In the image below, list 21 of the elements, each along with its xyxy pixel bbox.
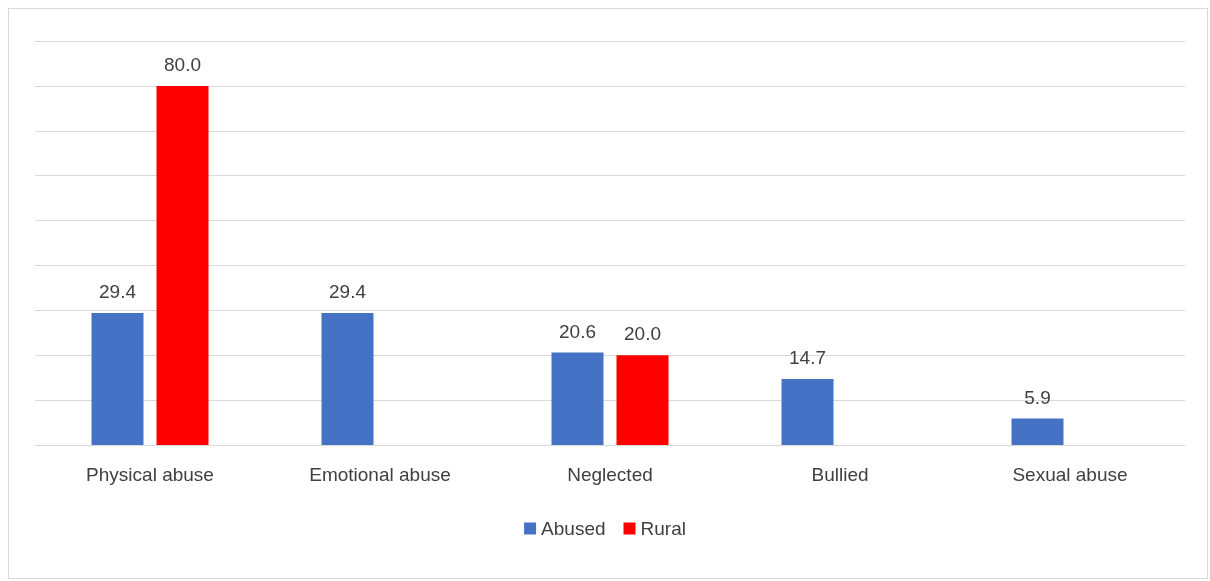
bar	[781, 379, 834, 445]
bar	[1011, 418, 1064, 445]
x-tick-label: Emotional abuse	[309, 464, 451, 485]
x-tick-label: Physical abuse	[86, 464, 214, 485]
bar	[551, 352, 604, 445]
data-label: 29.4	[329, 281, 367, 303]
bar	[616, 355, 669, 445]
legend-label: Abused	[541, 518, 606, 539]
bar	[91, 313, 144, 445]
data-label: 5.9	[1024, 386, 1051, 408]
bar	[321, 313, 374, 445]
bar	[156, 85, 209, 445]
data-label: 80.0	[164, 53, 201, 75]
data-label: 20.6	[559, 320, 596, 342]
data-label: 20.0	[624, 323, 661, 345]
x-tick-label: Neglected	[567, 464, 653, 485]
x-tick-label: Bullied	[811, 464, 869, 485]
x-tick-label: Sexual abuse	[1012, 464, 1128, 485]
data-label: 14.7	[789, 347, 826, 369]
data-label: 29.4	[99, 281, 137, 303]
legend-label: Rural	[640, 518, 686, 539]
